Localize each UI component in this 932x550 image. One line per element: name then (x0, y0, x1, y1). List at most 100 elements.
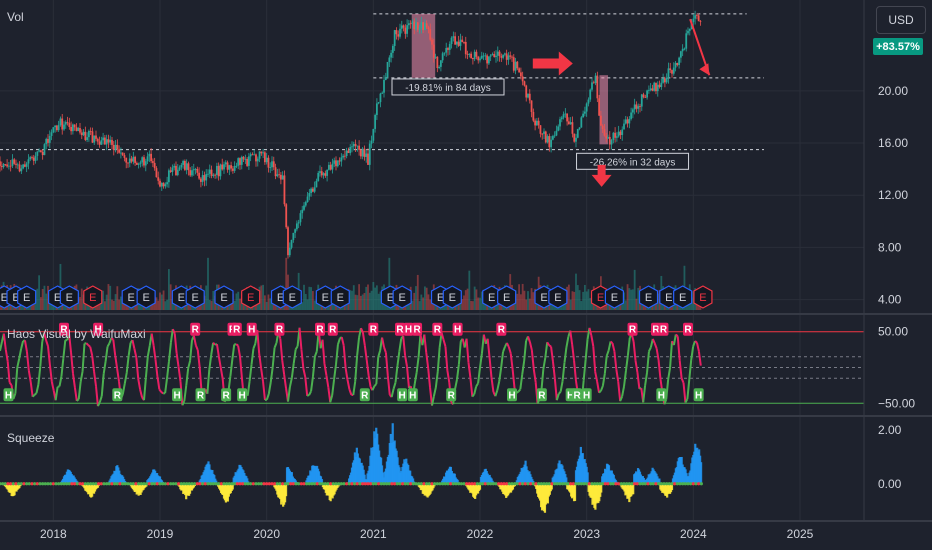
candle (402, 25, 405, 28)
squeeze-dot (342, 482, 346, 486)
oscillator-segment (290, 362, 295, 378)
volume-bar (358, 284, 361, 310)
squeeze-dot (459, 482, 463, 486)
earnings-marker[interactable] (214, 285, 234, 309)
squeeze-dot (217, 482, 221, 486)
squeeze-dot (462, 482, 466, 486)
earnings-marker[interactable] (59, 285, 79, 309)
volume-bar (260, 285, 263, 310)
candle (431, 39, 433, 45)
candle (530, 100, 533, 112)
earnings-marker[interactable] (136, 285, 156, 309)
oscillator-segment (373, 383, 378, 387)
earnings-marker[interactable] (83, 285, 103, 309)
drawdown-range[interactable] (599, 75, 608, 145)
earnings-marker[interactable] (693, 285, 713, 309)
earnings-marker[interactable] (497, 285, 517, 309)
oscillator-segment (54, 386, 59, 401)
callout-arrow-down[interactable] (591, 164, 612, 187)
annotation-label: -26.26% in 32 days (590, 157, 676, 168)
volume-bar (585, 291, 588, 310)
horizontal-levels[interactable] (0, 13, 764, 151)
candle (694, 15, 697, 19)
candle (233, 165, 236, 171)
candle (107, 139, 110, 143)
volume-bar (420, 294, 423, 310)
earnings-marker-label: E (645, 292, 652, 304)
candle (144, 161, 147, 166)
x-tick-label: 2023 (573, 527, 600, 541)
candle (434, 56, 437, 58)
squeeze-dot (633, 482, 637, 486)
candle (247, 156, 250, 166)
oscillator-segment (212, 342, 216, 346)
candle (665, 77, 668, 83)
oscillator-segment (35, 384, 40, 394)
candle (409, 23, 412, 25)
currency-button[interactable]: USD (876, 6, 926, 34)
earnings-marker[interactable] (330, 285, 350, 309)
oscillator-segment (125, 355, 130, 373)
squeeze-dot (507, 482, 511, 486)
candle (509, 55, 512, 57)
earnings-marker[interactable] (442, 285, 462, 309)
volume-bar (377, 293, 380, 310)
earnings-marker[interactable] (392, 285, 412, 309)
earnings-marker[interactable] (17, 285, 37, 309)
volume-bar (116, 286, 119, 310)
candle (244, 158, 247, 160)
oscillator-segment (310, 376, 314, 392)
squeeze-dot (326, 482, 330, 486)
squeeze-dot (142, 482, 146, 486)
squeeze-dot (115, 482, 119, 486)
candle (651, 88, 654, 91)
earnings-marker[interactable] (604, 285, 625, 309)
oscillator-segment (81, 343, 86, 372)
oscillator-segment (4, 349, 9, 362)
squeeze-dot (73, 482, 77, 486)
candle (436, 56, 439, 69)
candle (45, 138, 48, 145)
volume-bar (413, 292, 416, 310)
earnings-marker[interactable] (282, 285, 302, 309)
change-badge: +83.57% (873, 38, 923, 55)
oscillator-segment (77, 381, 82, 400)
signal-marker-label: R (233, 325, 241, 336)
volume-bar (415, 286, 417, 310)
candle (263, 152, 266, 163)
signal-marker-label: R (660, 325, 668, 336)
callout-arrows[interactable] (532, 18, 711, 187)
squeeze-dot (662, 482, 666, 486)
candle (486, 55, 489, 64)
callout-arrow-head[interactable] (699, 63, 710, 76)
squeeze-dot (62, 482, 66, 486)
signal-marker (315, 322, 325, 336)
earnings-marker[interactable] (638, 285, 659, 309)
earnings-marker[interactable] (241, 285, 261, 309)
squeeze-dot (81, 482, 85, 486)
squeeze-bar (670, 483, 674, 491)
callout-arrow-right[interactable] (532, 51, 573, 76)
squeeze-dot (179, 482, 183, 486)
oscillator-segment (283, 374, 288, 389)
earnings-marker[interactable] (185, 285, 205, 309)
earnings-marker[interactable] (673, 285, 693, 309)
squeeze-dot (374, 482, 378, 486)
squeeze-dot (291, 482, 295, 486)
candle (201, 175, 204, 182)
oscillator-segment (511, 369, 516, 389)
pane-dividers[interactable] (0, 0, 932, 522)
earnings-marker-label: E (398, 292, 405, 304)
candle (404, 27, 407, 34)
oscillator-segment (454, 379, 458, 390)
squeeze-dot (409, 482, 413, 486)
annotation-box[interactable] (391, 78, 505, 96)
squeeze-dot (347, 482, 351, 486)
oscillator-segment (352, 381, 357, 396)
candle (235, 165, 238, 167)
earnings-marker[interactable] (548, 285, 568, 309)
candle (422, 22, 425, 30)
oscillator-segment (626, 337, 631, 356)
